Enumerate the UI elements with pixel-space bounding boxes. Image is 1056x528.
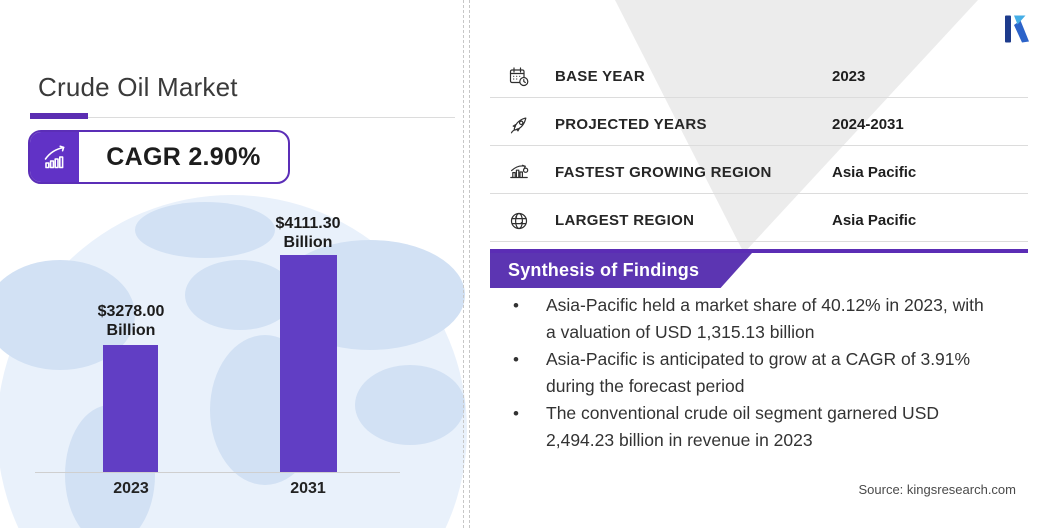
finding-item: • Asia-Pacific is anticipated to grow at…: [505, 346, 1020, 400]
page-title: Crude Oil Market: [38, 72, 238, 102]
finding-text: Asia-Pacific is anticipated to grow at a…: [546, 349, 971, 396]
world-map-background: [0, 195, 467, 528]
tick-label-2031: 2031: [290, 480, 326, 497]
tick-label-2023: 2023: [113, 480, 149, 497]
bullet-dot: •: [513, 404, 519, 423]
k-logo-icon: [1005, 15, 1029, 43]
growth-chart-icon: [30, 132, 79, 182]
vertical-divider-dash-2: [469, 0, 470, 528]
globe-icon: [510, 212, 528, 229]
bar-value-label-2031: $4111.30 Billion: [275, 215, 341, 251]
growth-region-icon: [510, 164, 529, 178]
stat-row-largest-region: LARGEST REGION Asia Pacific: [490, 200, 1028, 242]
findings-top-rule: [490, 249, 1028, 253]
vertical-divider-dash-1: [463, 0, 464, 528]
finding-item: • Asia-Pacific held a market share of 40…: [505, 292, 1020, 346]
finding-text: Asia-Pacific held a market share of 40.1…: [546, 295, 984, 342]
stat-label: FASTEST GROWING REGION: [555, 164, 772, 181]
stat-value: Asia Pacific: [832, 212, 917, 229]
stat-row-projected-years: PROJECTED YEARS 2024-2031: [490, 104, 1028, 146]
findings-list: • Asia-Pacific held a market share of 40…: [505, 292, 1020, 454]
findings-banner: Synthesis of Findings: [490, 253, 752, 288]
bullet-dot: •: [513, 296, 519, 315]
stat-row-fastest-growing-region: FASTEST GROWING REGION Asia Pacific: [490, 152, 1028, 194]
stat-value: 2024-2031: [832, 116, 904, 133]
finding-text: The conventional crude oil segment garne…: [546, 403, 939, 450]
cagr-value: CAGR 2.90%: [106, 142, 261, 171]
calendar-clock-icon: [509, 66, 529, 86]
findings-heading: Synthesis of Findings: [508, 260, 700, 280]
kings-research-logo: [1004, 14, 1032, 44]
stat-value: 2023: [832, 68, 866, 85]
title-underline-accent: [30, 113, 88, 119]
stat-label: BASE YEAR: [555, 68, 645, 85]
title-underline: [30, 117, 455, 118]
rocket-icon: [510, 117, 527, 133]
x-axis-line: [35, 472, 400, 473]
source-note: Source: kingsresearch.com: [858, 482, 1016, 497]
stat-value: Asia Pacific: [832, 164, 917, 181]
bar-value-label-2023: $3278.00 Billion: [97, 303, 165, 339]
stat-label: PROJECTED YEARS: [555, 116, 707, 133]
bar-2031: [280, 255, 337, 472]
finding-item: • The conventional crude oil segment gar…: [505, 400, 1020, 454]
cagr-badge: CAGR 2.90%: [28, 130, 290, 184]
bullet-dot: •: [513, 350, 519, 369]
stat-row-base-year: BASE YEAR 2023: [490, 56, 1028, 98]
stat-label: LARGEST REGION: [555, 212, 695, 229]
bar-2023: [103, 345, 158, 472]
